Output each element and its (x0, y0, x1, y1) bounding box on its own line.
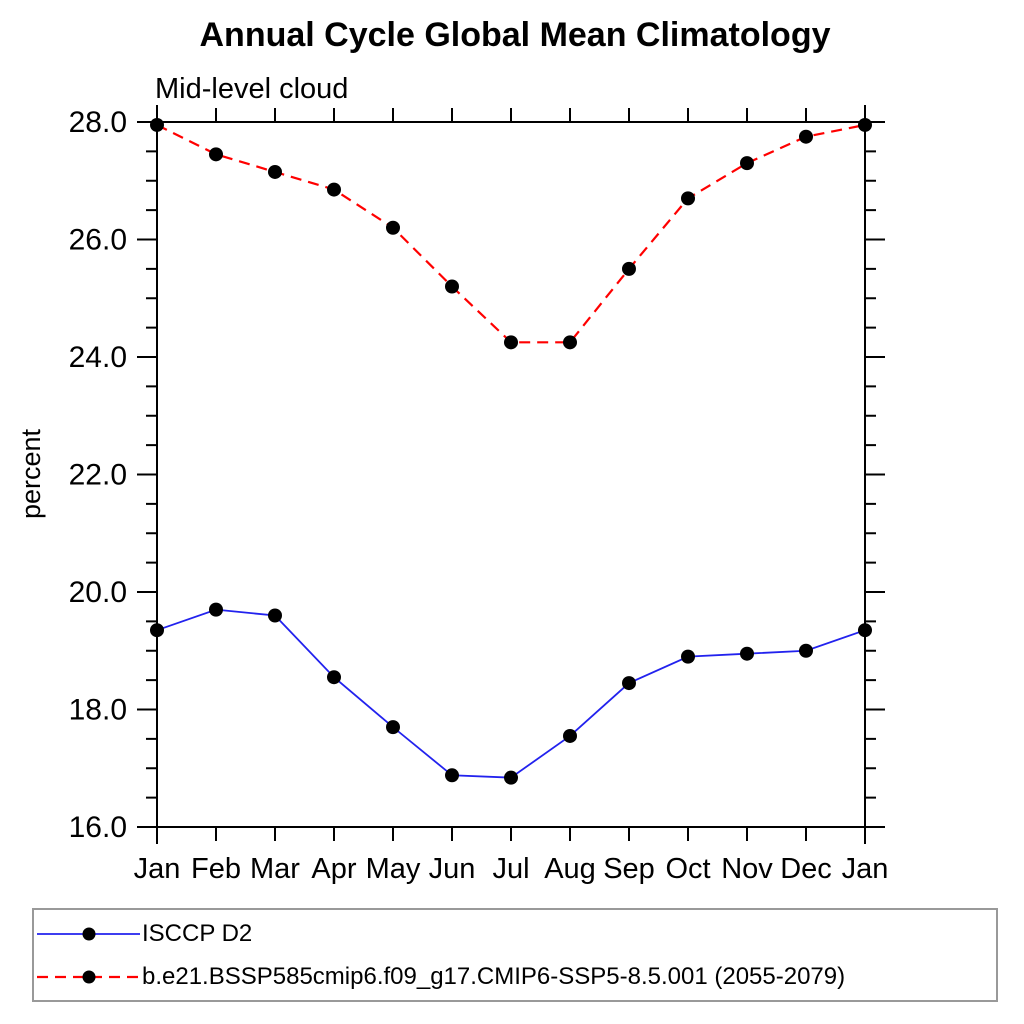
legend: ISCCP D2 b.e21.BSSP585cmip6.f09_g17.CMIP6… (32, 908, 998, 1002)
data-point-marker (563, 728, 577, 743)
x-tick-label: May (366, 853, 421, 885)
x-tick-label: Jul (492, 853, 529, 885)
y-tick-label: 20.0 (69, 576, 127, 609)
y-tick-label: 22.0 (69, 459, 127, 492)
x-tick-label: Mar (250, 853, 300, 885)
legend-line-sample (37, 927, 140, 940)
data-point-marker (740, 156, 754, 171)
y-tick-label: 24.0 (69, 341, 127, 374)
x-tick-label: Sep (603, 853, 655, 885)
axes-group: 16.0 18.0 20.0 22.0 24.0 26.0 28.0 Jan Feb Mar Apr… (69, 105, 889, 885)
data-point-marker (504, 335, 518, 350)
data-point-marker (622, 261, 636, 276)
x-tick-label: Aug (544, 853, 596, 885)
y-tick-label: 18.0 (69, 694, 127, 727)
data-point-marker (386, 220, 400, 235)
legend-line-sample (37, 970, 140, 983)
data-point-marker (327, 670, 341, 685)
x-tick-label: Jun (429, 853, 476, 885)
chart-title: Annual Cycle Global Mean Climatology (200, 16, 831, 54)
data-point-marker (386, 720, 400, 735)
x-tick-label: Nov (721, 853, 773, 885)
legend-marker-icon (82, 970, 96, 983)
legend-item-1: b.e21.BSSP585cmip6.f09_g17.CMIP6-SSP5-8.… (37, 956, 996, 997)
data-point-marker (681, 649, 695, 664)
data-point-marker (209, 602, 223, 617)
data-point-marker (858, 623, 872, 638)
data-point-marker (563, 335, 577, 350)
data-point-marker (681, 191, 695, 206)
x-tick-label: Dec (780, 853, 832, 885)
chart-subtitle: Mid-level cloud (155, 73, 348, 105)
data-point-marker (858, 117, 872, 132)
data-point-marker (622, 676, 636, 691)
data-point-marker (740, 646, 754, 661)
data-point-marker (799, 129, 813, 144)
legend-marker-icon (82, 927, 96, 940)
x-tick-label: Jan (134, 853, 181, 885)
series-line-0 (156, 608, 866, 779)
y-axis-label: percent (16, 428, 46, 519)
data-point-marker (445, 768, 459, 783)
x-tick-label: Jan (842, 853, 889, 885)
data-point-marker (209, 147, 223, 162)
series-line-1 (156, 123, 866, 344)
series-group (150, 117, 872, 785)
y-tick-label: 28.0 (69, 106, 127, 139)
x-tick-label: Feb (191, 853, 241, 885)
legend-item-0: ISCCP D2 (37, 913, 996, 954)
data-point-marker (150, 623, 164, 638)
data-point-marker (150, 117, 164, 132)
x-tick-label: Apr (311, 853, 356, 885)
y-tick-label: 16.0 (69, 811, 127, 844)
legend-label-0: ISCCP D2 (142, 919, 253, 947)
legend-label-1: b.e21.BSSP585cmip6.f09_g17.CMIP6-SSP5-8.… (142, 962, 846, 990)
data-point-marker (799, 643, 813, 658)
data-point-marker (268, 608, 282, 623)
data-point-marker (327, 182, 341, 197)
data-point-marker (445, 279, 459, 294)
data-point-marker (268, 164, 282, 179)
data-point-marker (504, 770, 518, 785)
x-tick-label: Oct (665, 853, 710, 885)
y-tick-label: 26.0 (69, 224, 127, 257)
